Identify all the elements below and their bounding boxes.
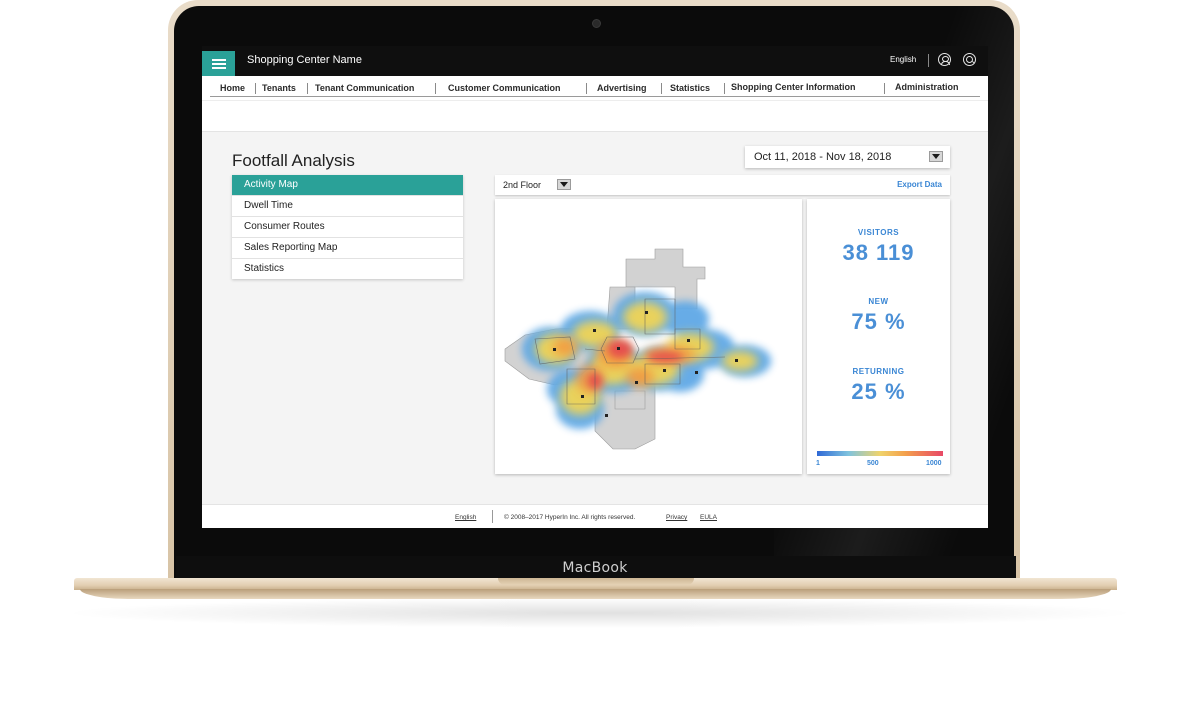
export-data-link[interactable]: Export Data <box>897 180 942 189</box>
footer-language-link[interactable]: English <box>455 514 477 521</box>
nav-item-administration[interactable]: Administration <box>895 82 959 92</box>
side-item-activity-map[interactable]: Activity Map <box>232 175 463 196</box>
new-visitors-value: 75 % <box>851 309 906 334</box>
side-menu: Activity Map Dwell Time Consumer Routes … <box>232 175 463 279</box>
side-item-dwell-time[interactable]: Dwell Time <box>232 196 463 217</box>
date-range-value: Oct 11, 2018 - Nov 18, 2018 <box>754 151 892 163</box>
heatmap-floorplan[interactable] <box>495 199 802 474</box>
laptop-base-bottom <box>80 589 1111 599</box>
footer-eula-link[interactable]: EULA <box>700 514 717 521</box>
scale-min-label: 1 <box>816 460 820 467</box>
store-outlines <box>534 298 726 405</box>
menu-button[interactable] <box>202 51 235 76</box>
laptop-notch <box>498 578 694 585</box>
camera-icon <box>592 19 601 28</box>
visitor-stats-panel: VISITORS 38 119 NEW 75 % RETURNING 25 % … <box>807 199 950 474</box>
heat-scale-bar <box>817 451 943 456</box>
floor-toolbar: 2nd Floor Export Data <box>495 175 950 195</box>
footer-separator <box>492 510 493 523</box>
nav-separator <box>586 83 587 94</box>
app-title: Shopping Center Name <box>247 54 362 66</box>
nav-item-customer-communication[interactable]: Customer Communication <box>448 83 561 93</box>
language-selector[interactable]: English <box>890 55 917 64</box>
nav-separator <box>307 83 308 94</box>
device-brand: MacBook <box>562 560 628 576</box>
nav-separator <box>724 83 725 94</box>
scale-max-label: 1000 <box>926 460 942 467</box>
store-markers <box>553 311 738 417</box>
new-visitors-label: NEW <box>868 297 889 306</box>
laptop-shadow <box>60 598 1140 628</box>
nav-separator <box>255 83 256 94</box>
main-nav: Home Tenants Tenant Communication Custom… <box>202 76 988 101</box>
footer: English © 2008–2017 HyperIn Inc. All rig… <box>202 504 988 528</box>
nav-item-advertising[interactable]: Advertising <box>597 83 647 93</box>
date-range-picker[interactable]: Oct 11, 2018 - Nov 18, 2018 <box>745 146 950 168</box>
nav-item-shopping-center-information[interactable]: Shopping Center Information <box>731 82 856 92</box>
returning-visitors-label: RETURNING <box>852 367 905 376</box>
nav-item-home[interactable]: Home <box>220 83 246 93</box>
nav-underline <box>210 96 980 97</box>
chevron-down-icon[interactable] <box>557 179 571 190</box>
user-icon[interactable] <box>938 53 951 66</box>
side-item-statistics[interactable]: Statistics <box>244 263 285 274</box>
divider <box>928 54 929 67</box>
visitors-value: 38 119 <box>842 240 915 265</box>
activity-map-panel <box>495 199 802 474</box>
nav-item-tenant-communication[interactable]: Tenant Communication <box>315 83 415 93</box>
nav-separator <box>884 83 885 94</box>
search-icon[interactable] <box>963 53 976 66</box>
footer-copyright: © 2008–2017 HyperIn Inc. All rights rese… <box>504 514 636 521</box>
floor-selector[interactable]: 2nd Floor <box>503 180 542 190</box>
side-item-sales-reporting-map[interactable]: Sales Reporting Map <box>232 238 463 259</box>
app-screen: Shopping Center Name English Home Tenant… <box>202 46 988 528</box>
menu-icon <box>211 58 226 69</box>
returning-visitors-value: 25 % <box>851 379 906 404</box>
chevron-down-icon[interactable] <box>929 151 943 162</box>
nav-separator <box>435 83 436 94</box>
scale-mid-label: 500 <box>867 460 879 467</box>
footer-privacy-link[interactable]: Privacy <box>666 514 688 521</box>
page-title: Footfall Analysis <box>232 151 355 170</box>
top-bar: Shopping Center Name English <box>202 46 988 76</box>
nav-item-tenants[interactable]: Tenants <box>262 83 296 93</box>
sub-bar <box>202 101 988 132</box>
side-item-consumer-routes[interactable]: Consumer Routes <box>232 217 463 238</box>
visitors-label: VISITORS <box>857 228 900 237</box>
brand-plate <box>176 556 1016 580</box>
nav-separator <box>661 83 662 94</box>
nav-item-statistics[interactable]: Statistics <box>670 83 711 93</box>
